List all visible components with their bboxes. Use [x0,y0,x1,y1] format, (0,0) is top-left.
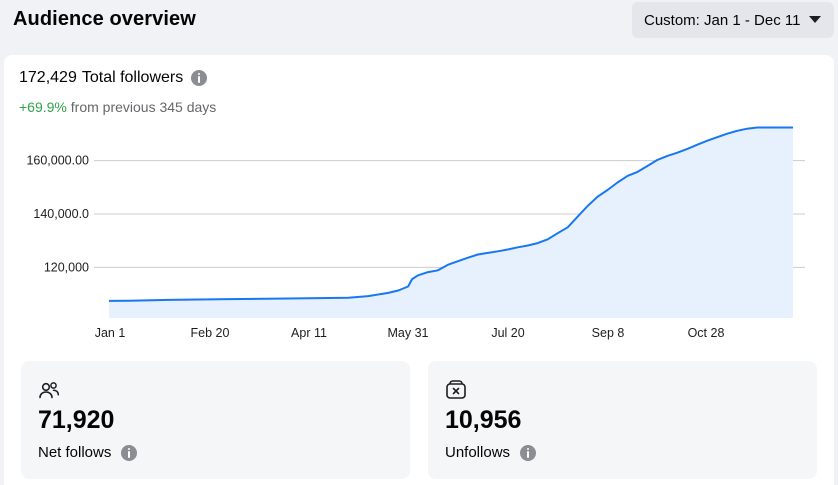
change-percentage: +69.9% [19,99,67,115]
x-tick-label: Feb 20 [191,326,230,340]
x-tick-label: Apr 11 [291,326,327,340]
page-title: Audience overview [13,8,196,30]
x-tick-label: Jan 1 [95,326,126,340]
y-tick-label: 140,000.0 [33,207,89,221]
unfollows-card: 10,956 Unfollows [428,361,817,479]
caret-down-icon [809,16,821,23]
series-area [109,127,793,318]
total-followers: 172,429 Total followers [19,69,208,87]
unfollow-icon [446,380,466,399]
net-follows-card: 71,920 Net follows [21,361,410,479]
people-icon [39,382,60,399]
info-icon[interactable] [191,70,208,86]
total-followers-label: Total followers [81,69,184,86]
change-text: from previous 345 days [70,99,217,115]
total-followers-value: 172,429 [19,69,77,86]
y-tick-label: 160,000.00 [26,154,89,168]
x-tick-label: Sep 8 [592,326,625,340]
series-line [108,126,793,302]
followers-chart: 120,000 140,000.0 160,000.00 Jan 1 Feb 20 Apr… [26,126,805,340]
unfollows-label: Unfollows [445,444,511,461]
info-icon[interactable] [520,444,537,461]
y-tick-label: 120,000 [44,260,89,274]
x-tick-label: Jul 20 [491,326,524,340]
x-tick-label: Oct 28 [688,326,725,340]
net-follows-label: Net follows [38,444,112,461]
x-tick-label: May 31 [388,326,429,340]
date-range-dropdown[interactable]: Custom: Jan 1 - Dec 11 [632,2,834,38]
net-follows-value: 71,920 [38,406,115,434]
net-follows-label-row: Net follows [38,444,138,461]
unfollows-value: 10,956 [445,406,522,434]
info-icon[interactable] [121,444,138,461]
date-range-label: Custom: Jan 1 - Dec 11 [644,11,801,29]
unfollows-label-row: Unfollows [445,444,537,461]
change-summary: +69.9% from previous 345 days [19,99,216,115]
